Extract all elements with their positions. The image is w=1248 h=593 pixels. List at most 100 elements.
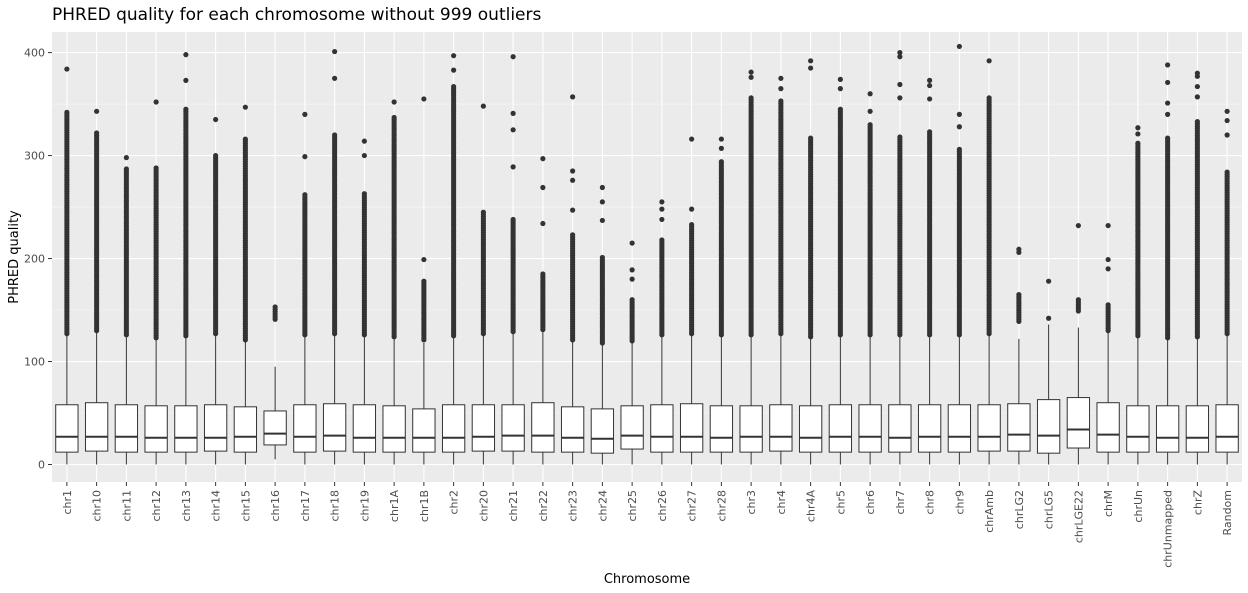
outlier-point	[1075, 297, 1081, 303]
iqr-box	[1096, 402, 1120, 453]
outlier-point	[1224, 108, 1230, 114]
iqr-box	[233, 406, 258, 453]
outlier-point	[480, 103, 486, 109]
outlier-point	[927, 96, 933, 102]
outlier-point	[808, 58, 814, 64]
x-tick-label: chr25	[626, 490, 639, 522]
x-tick-label: chrLG5	[1043, 490, 1056, 529]
outlier-point	[629, 267, 635, 273]
box-chr7	[888, 49, 912, 465]
outlier-point	[391, 99, 397, 105]
x-tick-label: chr17	[299, 490, 312, 522]
outlier-point	[1075, 222, 1081, 229]
box-chr4A	[798, 58, 823, 465]
iqr-box	[679, 403, 704, 453]
outlier-point	[480, 209, 486, 215]
outlier-point	[421, 278, 427, 284]
outlier-point	[1165, 79, 1171, 86]
outlier-point	[570, 177, 576, 183]
iqr-box	[55, 404, 79, 453]
outlier-point	[629, 297, 635, 303]
iqr-box	[382, 405, 406, 453]
y-tick-label: 0	[38, 458, 45, 471]
outlier-point	[1105, 222, 1111, 229]
box-chrLG2	[1007, 246, 1031, 465]
outlier-point	[956, 43, 962, 50]
outlier-point	[897, 54, 903, 60]
x-tick-label: chr8	[924, 490, 937, 515]
outlier-point	[361, 152, 367, 159]
outlier-point	[689, 136, 695, 142]
box-chr1A	[382, 99, 406, 465]
iqr-box	[293, 404, 317, 453]
outlier-point	[64, 66, 70, 72]
outlier-point	[94, 130, 100, 136]
iqr-box	[798, 405, 823, 453]
boxes	[55, 43, 1239, 465]
outlier-point	[213, 116, 219, 123]
outlier-point	[421, 256, 427, 263]
iqr-box	[977, 404, 1001, 452]
iqr-box	[471, 404, 496, 452]
y-tick-label: 400	[24, 47, 45, 60]
outlier-point	[837, 106, 843, 112]
x-tick-label: chrUn	[1132, 490, 1145, 523]
x-tick-label: chr20	[477, 490, 490, 522]
outlier-point	[540, 184, 546, 191]
iqr-box	[1215, 404, 1239, 453]
outlier-point	[570, 207, 576, 213]
plot-panel	[52, 32, 1242, 482]
box-chr25	[620, 240, 644, 465]
outlier-point	[421, 96, 427, 102]
iqr-box	[114, 404, 139, 453]
outlier-point	[123, 155, 129, 161]
outlier-point	[1046, 315, 1052, 321]
outlier-point	[1135, 125, 1141, 131]
outlier-point	[540, 271, 546, 277]
box-chr28	[709, 136, 734, 465]
outlier-point	[183, 52, 189, 58]
outlier-point	[1165, 111, 1171, 117]
outlier-point	[956, 124, 962, 130]
y-axis-title: PHRED quality	[7, 210, 22, 304]
outlier-point	[867, 108, 873, 114]
iqr-box	[590, 408, 615, 454]
box-chr3	[739, 69, 763, 465]
iqr-box	[144, 405, 168, 453]
outlier-point	[867, 91, 873, 97]
outlier-point	[510, 54, 516, 60]
y-axis: 0 100 200 300 400	[24, 47, 52, 471]
outlier-point	[659, 216, 665, 223]
outlier-point	[927, 77, 933, 83]
iqr-box	[203, 404, 228, 452]
box-chrM	[1096, 222, 1120, 465]
outlier-point	[332, 75, 338, 81]
x-tick-label: chr9	[953, 490, 966, 515]
chart-title: PHRED quality for each chromosome withou…	[52, 5, 541, 25]
x-tick-label: chr1	[61, 490, 74, 515]
iqr-box	[352, 404, 377, 453]
iqr-box	[858, 404, 882, 453]
x-tick-label: chrUnmapped	[1162, 490, 1175, 568]
x-tick-label: chrZ	[1191, 490, 1204, 516]
outlier-point	[897, 95, 903, 101]
outlier-point	[302, 111, 308, 117]
iqr-box	[560, 406, 585, 453]
box-chr1B	[412, 96, 436, 465]
outlier-point	[837, 86, 843, 92]
outlier-point	[778, 75, 784, 81]
iqr-box	[650, 404, 674, 453]
outlier-point	[540, 156, 546, 162]
x-tick-label: chr4	[775, 490, 788, 515]
x-tick-label: chr14	[210, 490, 223, 522]
y-tick-label: 300	[24, 150, 45, 163]
x-tick-label: chr5	[834, 490, 847, 515]
outlier-point	[510, 164, 516, 170]
outlier-point	[153, 99, 159, 105]
box-chr1	[55, 66, 79, 465]
box-chr23	[560, 94, 585, 465]
outlier-point	[332, 132, 338, 138]
x-axis-title: Chromosome	[604, 572, 690, 587]
